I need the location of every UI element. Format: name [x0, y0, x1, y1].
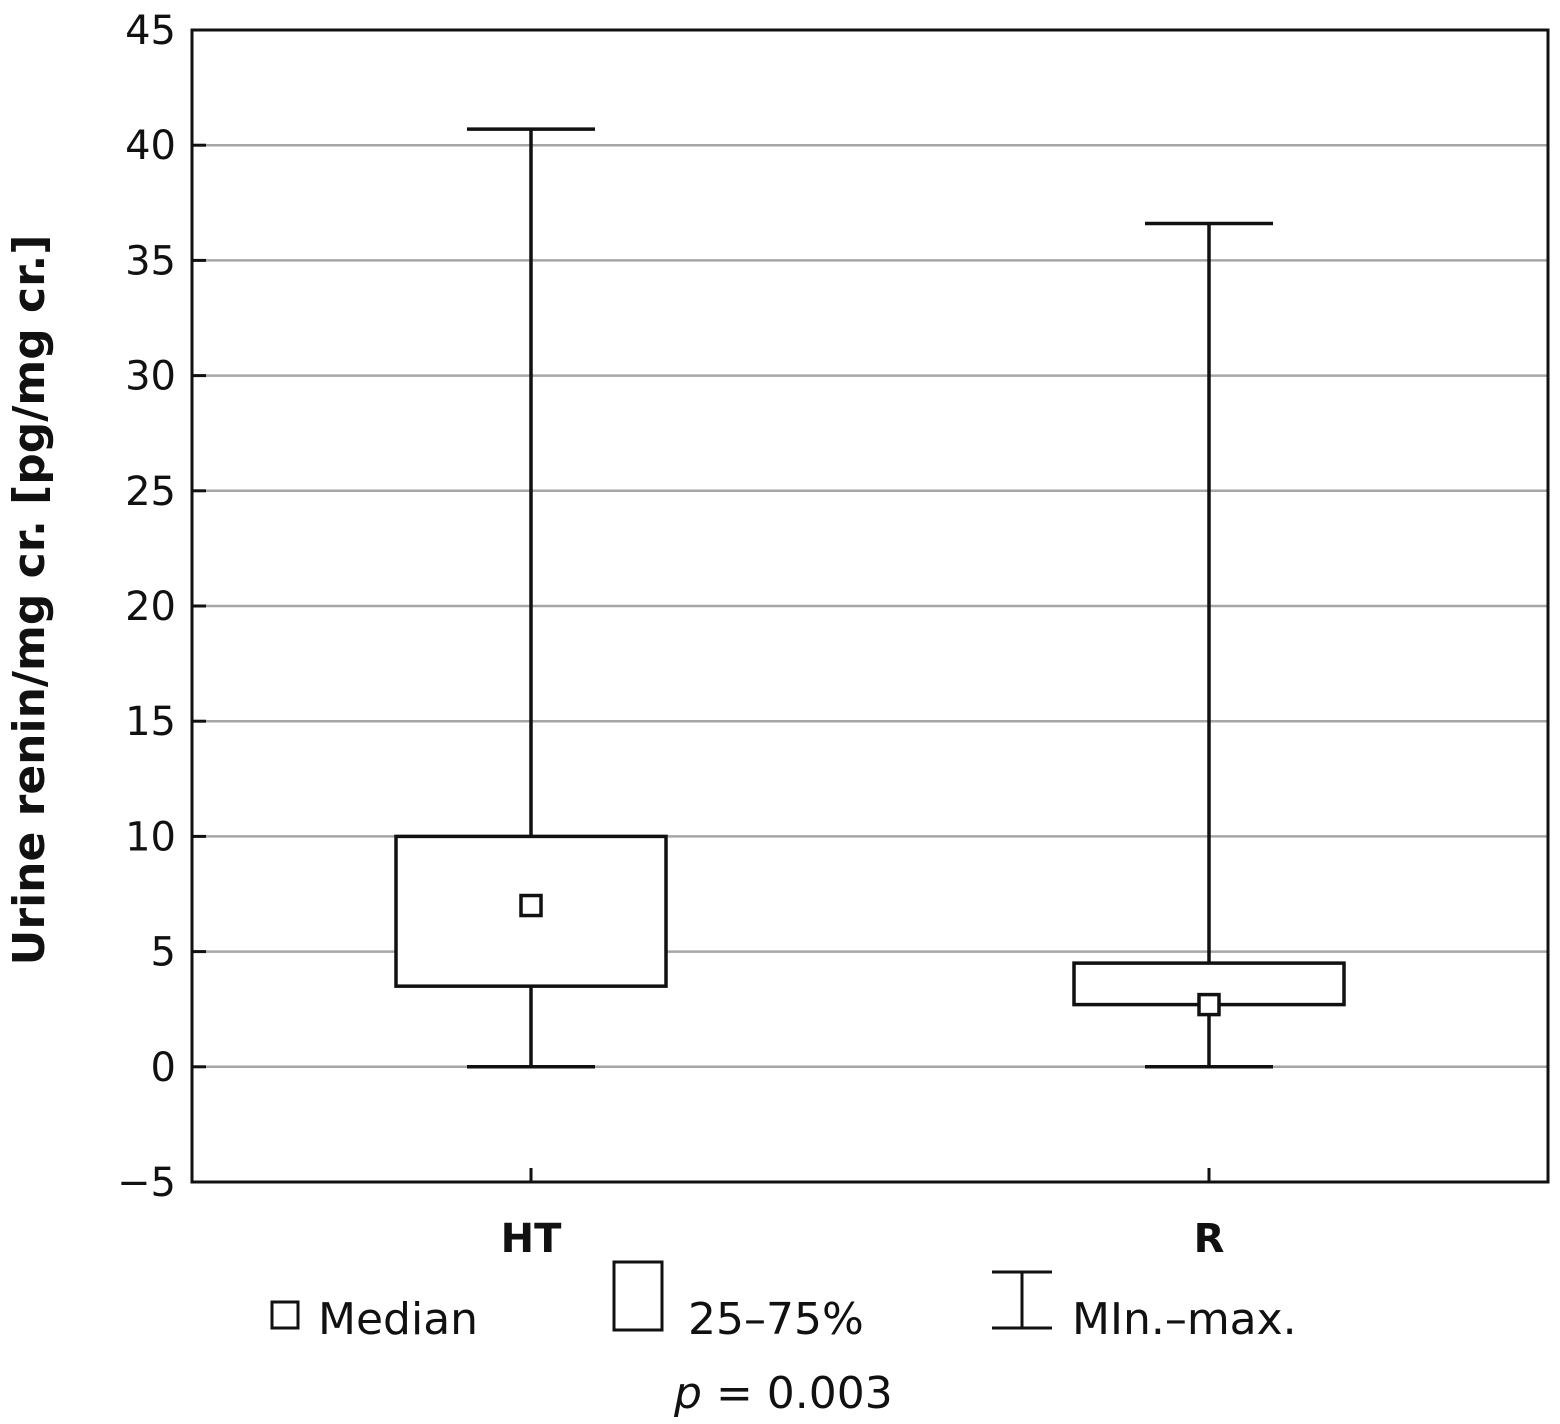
legend-median-icon [270, 1300, 300, 1330]
legend-box-icon [612, 1260, 664, 1332]
y-tick-label: 40 [125, 123, 176, 169]
y-tick-label: 5 [151, 930, 176, 976]
p-value-text: = 0.003 [716, 1368, 893, 1419]
y-tick-label: 15 [125, 699, 176, 745]
y-axis-label: Urine renin/mg cr. [pg/mg cr.] [4, 235, 55, 966]
y-tick-label: 0 [151, 1045, 176, 1091]
y-tick-label: −5 [117, 1160, 176, 1206]
y-tick-label: 10 [125, 814, 176, 860]
x-tick-label-r: R [1194, 1216, 1225, 1262]
y-tick-label: 25 [125, 469, 176, 515]
median-marker [519, 893, 543, 918]
box-series [394, 127, 1346, 1069]
legend-whisker-icon [992, 1270, 1052, 1330]
legend-median-label: Median [318, 1294, 478, 1345]
p-value-annotation: p = 0.003 [673, 1368, 893, 1419]
box-r [1072, 221, 1346, 1069]
y-tick-label: 35 [125, 238, 176, 284]
box-ht [394, 127, 668, 1069]
y-tick-label: 20 [125, 584, 176, 630]
y-axis-ticks: −5 0 5 10 15 20 25 30 35 40 45 [117, 8, 206, 1206]
p-value-symbol: p [673, 1368, 702, 1419]
legend: Median 25–75% MIn.–max. [270, 1260, 1297, 1345]
y-tick-label: 45 [125, 8, 176, 54]
legend-whisker-label: MIn.–max. [1072, 1294, 1297, 1345]
y-tick-label: 30 [125, 354, 176, 400]
x-tick-label-ht: HT [501, 1216, 562, 1262]
legend-box-label: 25–75% [688, 1294, 864, 1345]
median-marker [1197, 992, 1221, 1017]
x-axis-ticks: HT R [501, 1168, 1225, 1262]
